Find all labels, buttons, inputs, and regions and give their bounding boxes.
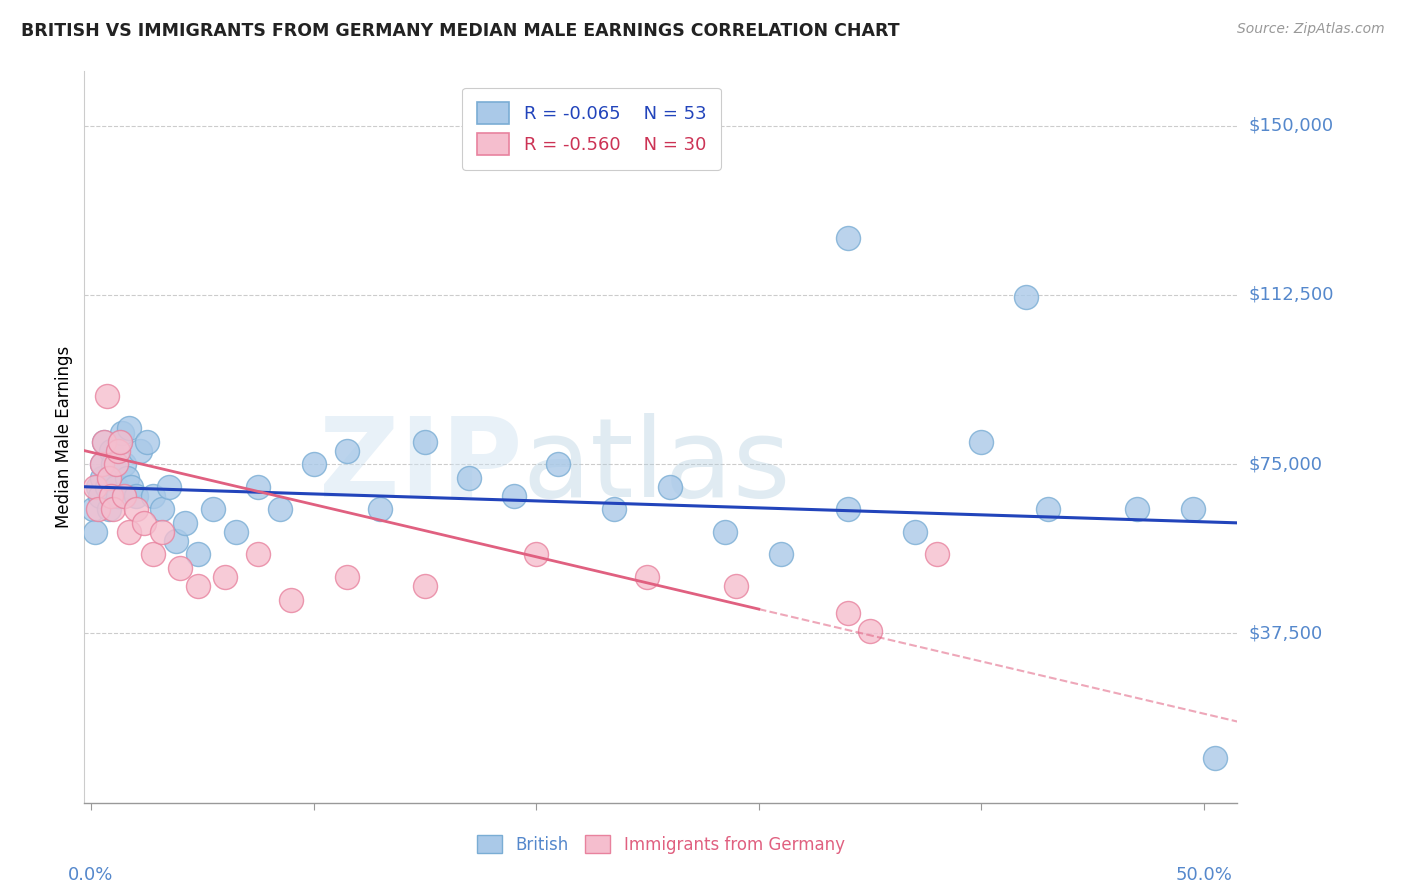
Point xyxy=(246,480,269,494)
Point xyxy=(118,421,141,435)
Point xyxy=(108,434,131,449)
Point xyxy=(103,502,125,516)
Point xyxy=(187,579,209,593)
Point xyxy=(1036,502,1059,516)
Point xyxy=(837,231,859,245)
Point xyxy=(129,443,152,458)
Point xyxy=(124,502,146,516)
Text: $112,500: $112,500 xyxy=(1249,285,1334,304)
Point xyxy=(91,457,114,471)
Point xyxy=(107,489,129,503)
Point xyxy=(100,443,122,458)
Point xyxy=(93,434,115,449)
Point xyxy=(111,425,134,440)
Point xyxy=(458,471,481,485)
Point xyxy=(269,502,291,516)
Point xyxy=(246,548,269,562)
Text: $150,000: $150,000 xyxy=(1249,117,1333,135)
Point xyxy=(202,502,225,516)
Point xyxy=(108,434,131,449)
Point xyxy=(547,457,569,471)
Point xyxy=(135,434,157,449)
Point xyxy=(84,480,107,494)
Point xyxy=(1204,750,1226,764)
Point xyxy=(107,443,129,458)
Point xyxy=(725,579,748,593)
Point xyxy=(82,502,104,516)
Point xyxy=(637,570,659,584)
Point xyxy=(118,524,141,539)
Text: atlas: atlas xyxy=(523,413,792,520)
Text: $37,500: $37,500 xyxy=(1249,624,1323,642)
Text: ZIP: ZIP xyxy=(319,413,523,520)
Point xyxy=(903,524,925,539)
Point xyxy=(104,480,127,494)
Point xyxy=(115,471,138,485)
Point xyxy=(336,443,359,458)
Point xyxy=(150,502,173,516)
Point xyxy=(603,502,626,516)
Text: $75,000: $75,000 xyxy=(1249,455,1323,473)
Point xyxy=(370,502,392,516)
Text: 0.0%: 0.0% xyxy=(69,866,114,884)
Point xyxy=(165,533,187,548)
Point xyxy=(413,579,436,593)
Point xyxy=(837,502,859,516)
Point xyxy=(336,570,359,584)
Point xyxy=(169,561,191,575)
Point xyxy=(96,480,118,494)
Point xyxy=(859,624,882,639)
Point xyxy=(142,489,165,503)
Point xyxy=(225,524,247,539)
Point xyxy=(150,524,173,539)
Point xyxy=(100,489,122,503)
Legend: British, Immigrants from Germany: British, Immigrants from Germany xyxy=(471,829,851,860)
Point xyxy=(91,457,114,471)
Point xyxy=(925,548,948,562)
Point xyxy=(769,548,792,562)
Point xyxy=(84,524,107,539)
Point xyxy=(142,548,165,562)
Point xyxy=(134,516,156,530)
Text: 50.0%: 50.0% xyxy=(1175,866,1232,884)
Point xyxy=(413,434,436,449)
Point xyxy=(173,516,195,530)
Point xyxy=(1126,502,1149,516)
Point xyxy=(89,489,111,503)
Point xyxy=(280,592,302,607)
Point xyxy=(524,548,547,562)
Point xyxy=(91,471,114,485)
Point xyxy=(214,570,236,584)
Y-axis label: Median Male Earnings: Median Male Earnings xyxy=(55,346,73,528)
Point xyxy=(302,457,325,471)
Text: BRITISH VS IMMIGRANTS FROM GERMANY MEDIAN MALE EARNINGS CORRELATION CHART: BRITISH VS IMMIGRANTS FROM GERMANY MEDIA… xyxy=(21,22,900,40)
Point xyxy=(124,489,146,503)
Point xyxy=(503,489,526,503)
Point xyxy=(112,457,135,471)
Point xyxy=(97,502,120,516)
Point xyxy=(96,389,118,403)
Point xyxy=(1181,502,1204,516)
Point xyxy=(104,457,127,471)
Point xyxy=(1015,290,1038,304)
Point xyxy=(187,548,209,562)
Point xyxy=(97,471,120,485)
Point xyxy=(120,480,142,494)
Point xyxy=(658,480,681,494)
Point xyxy=(93,434,115,449)
Text: Source: ZipAtlas.com: Source: ZipAtlas.com xyxy=(1237,22,1385,37)
Point xyxy=(970,434,993,449)
Point xyxy=(86,480,108,494)
Point xyxy=(86,502,108,516)
Point xyxy=(103,457,125,471)
Point xyxy=(714,524,737,539)
Point xyxy=(97,471,120,485)
Point xyxy=(112,489,135,503)
Point xyxy=(157,480,180,494)
Point xyxy=(837,606,859,620)
